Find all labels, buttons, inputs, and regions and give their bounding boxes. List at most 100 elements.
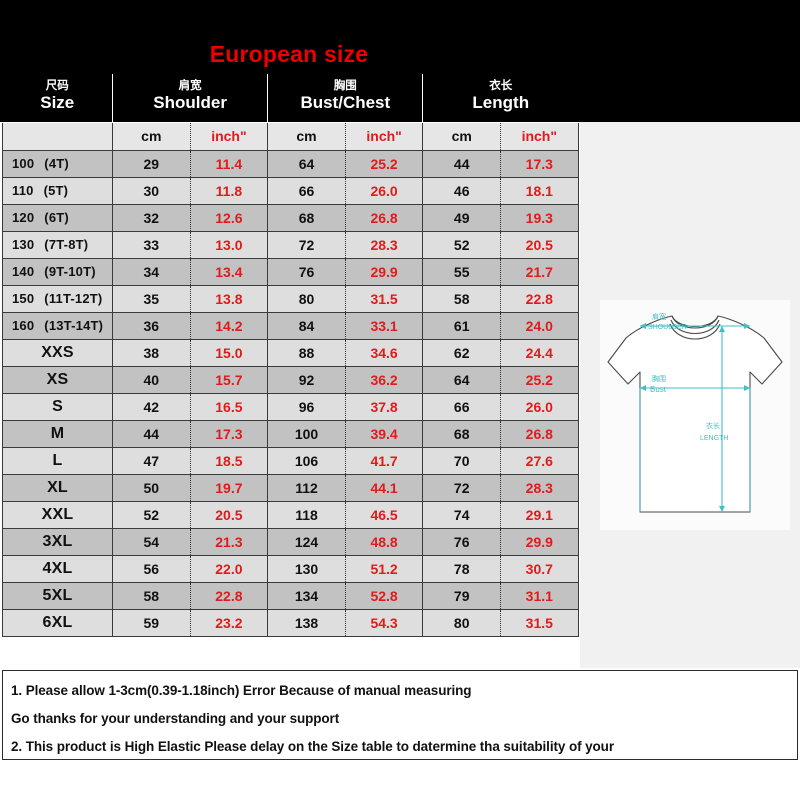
unit-bust-cm: cm bbox=[267, 121, 346, 151]
col-group-length-cn: 衣长 bbox=[489, 80, 513, 93]
cell-shoulder-cm: 33 bbox=[112, 230, 191, 259]
footer-notes: 1. Please allow 1-3cm(0.39-1.18inch) Err… bbox=[2, 670, 798, 760]
cell-shoulder-cm: 35 bbox=[112, 284, 191, 313]
cell-bust-cm: 64 bbox=[267, 149, 346, 178]
cell-shoulder-cm: 42 bbox=[112, 392, 191, 421]
col-group-bust: 胸围 Bust/Chest bbox=[267, 74, 423, 123]
cell-bust-cm: 72 bbox=[267, 230, 346, 259]
cell-length-inch: 26.0 bbox=[500, 392, 579, 421]
cell-bust-cm: 112 bbox=[267, 473, 346, 502]
col-group-size: 尺码 Size bbox=[2, 74, 113, 123]
size-age: (6T) bbox=[44, 210, 69, 225]
cell-length-cm: 78 bbox=[422, 554, 501, 583]
cell-bust-cm: 130 bbox=[267, 554, 346, 583]
cell-length-inch: 18.1 bbox=[500, 176, 579, 205]
col-group-shoulder: 肩宽 Shoulder bbox=[111, 74, 268, 123]
cell-bust-cm: 66 bbox=[267, 176, 346, 205]
cell-length-cm: 76 bbox=[422, 527, 501, 556]
cell-size: XS bbox=[2, 365, 113, 394]
table-row: 5XL 58 22.8 134 52.8 79 31.1 bbox=[2, 581, 579, 610]
cell-shoulder-inch: 22.8 bbox=[190, 581, 269, 610]
bust-label-cn: 胸围 bbox=[652, 374, 666, 383]
cell-bust-cm: 68 bbox=[267, 203, 346, 232]
col-group-size-cn: 尺码 bbox=[45, 80, 69, 93]
cell-shoulder-inch: 20.5 bbox=[190, 500, 269, 529]
cell-shoulder-inch: 18.5 bbox=[190, 446, 269, 475]
cell-bust-inch: 25.2 bbox=[345, 149, 424, 178]
cell-length-inch: 19.3 bbox=[500, 203, 579, 232]
table-row: 100 (4T) 29 11.4 64 25.2 44 17.3 bbox=[2, 149, 579, 178]
size-code: 100 bbox=[12, 156, 35, 171]
cell-size: XXS bbox=[2, 338, 113, 367]
size-age: (4T) bbox=[44, 156, 69, 171]
cell-length-cm: 72 bbox=[422, 473, 501, 502]
cell-bust-cm: 88 bbox=[267, 338, 346, 367]
cell-shoulder-cm: 54 bbox=[112, 527, 191, 556]
col-group-bust-cn: 胸围 bbox=[333, 80, 357, 93]
cell-shoulder-inch: 17.3 bbox=[190, 419, 269, 448]
cell-length-cm: 55 bbox=[422, 257, 501, 286]
cell-size: 6XL bbox=[2, 608, 113, 637]
cell-length-inch: 17.3 bbox=[500, 149, 579, 178]
cell-size: XL bbox=[2, 473, 113, 502]
cell-bust-cm: 96 bbox=[267, 392, 346, 421]
cell-length-inch: 31.5 bbox=[500, 608, 579, 637]
cell-size: 4XL bbox=[2, 554, 113, 583]
note-line-2: Go thanks for your understanding and you… bbox=[11, 711, 340, 726]
cell-length-cm: 64 bbox=[422, 365, 501, 394]
cell-shoulder-cm: 52 bbox=[112, 500, 191, 529]
table-row: XXL 52 20.5 118 46.5 74 29.1 bbox=[2, 500, 579, 529]
length-label-en: LENGTH bbox=[700, 435, 728, 442]
cell-shoulder-cm: 32 bbox=[112, 203, 191, 232]
cell-length-inch: 24.4 bbox=[500, 338, 579, 367]
cell-size: 130 (7T-8T) bbox=[2, 230, 113, 259]
cell-shoulder-cm: 40 bbox=[112, 365, 191, 394]
size-code: 150 bbox=[12, 291, 35, 306]
cell-size: S bbox=[2, 392, 113, 421]
cell-size: M bbox=[2, 419, 113, 448]
cell-bust-cm: 92 bbox=[267, 365, 346, 394]
unit-shoulder-cm: cm bbox=[112, 121, 191, 151]
cell-bust-cm: 84 bbox=[267, 311, 346, 340]
note-line-1: 1. Please allow 1-3cm(0.39-1.18inch) Err… bbox=[11, 683, 472, 698]
table-row: 6XL 59 23.2 138 54.3 80 31.5 bbox=[2, 608, 579, 637]
col-group-shoulder-cn: 肩宽 bbox=[178, 80, 202, 93]
cell-bust-cm: 100 bbox=[267, 419, 346, 448]
cell-length-inch: 27.6 bbox=[500, 446, 579, 475]
cell-size: 160 (13T-14T) bbox=[2, 311, 113, 340]
cell-shoulder-inch: 11.4 bbox=[190, 149, 269, 178]
cell-bust-cm: 80 bbox=[267, 284, 346, 313]
tshirt-diagram: 肩宽 SHOULDER 胸围 Bust 衣长 LENGTH bbox=[600, 300, 790, 530]
cell-length-cm: 66 bbox=[422, 392, 501, 421]
cell-length-inch: 29.1 bbox=[500, 500, 579, 529]
table-row: XL 50 19.7 112 44.1 72 28.3 bbox=[2, 473, 579, 502]
cell-bust-inch: 41.7 bbox=[345, 446, 424, 475]
cell-length-cm: 46 bbox=[422, 176, 501, 205]
cell-shoulder-cm: 59 bbox=[112, 608, 191, 637]
cell-length-inch: 26.8 bbox=[500, 419, 579, 448]
cell-shoulder-inch: 13.0 bbox=[190, 230, 269, 259]
cell-size: 140 (9T-10T) bbox=[2, 257, 113, 286]
cell-length-cm: 79 bbox=[422, 581, 501, 610]
table-row: 130 (7T-8T) 33 13.0 72 28.3 52 20.5 bbox=[2, 230, 579, 259]
unit-blank bbox=[2, 121, 113, 151]
cell-size: XXL bbox=[2, 500, 113, 529]
shoulder-label-en: SHOULDER bbox=[648, 324, 687, 331]
table-row: 140 (9T-10T) 34 13.4 76 29.9 55 21.7 bbox=[2, 257, 579, 286]
size-code: 160 bbox=[12, 318, 35, 333]
cell-length-inch: 29.9 bbox=[500, 527, 579, 556]
cell-size: 110 (5T) bbox=[2, 176, 113, 205]
cell-shoulder-cm: 38 bbox=[112, 338, 191, 367]
size-age: (13T-14T) bbox=[44, 318, 104, 333]
unit-length-inch: inch" bbox=[500, 121, 579, 151]
table-body: 100 (4T) 29 11.4 64 25.2 44 17.3 110 (5T) 30 11.8 66… bbox=[2, 149, 579, 637]
cell-length-cm: 58 bbox=[422, 284, 501, 313]
cell-bust-cm: 138 bbox=[267, 608, 346, 637]
cell-length-inch: 20.5 bbox=[500, 230, 579, 259]
cell-length-cm: 70 bbox=[422, 446, 501, 475]
col-group-length-en: Length bbox=[472, 93, 530, 113]
cell-shoulder-cm: 56 bbox=[112, 554, 191, 583]
cell-shoulder-inch: 12.6 bbox=[190, 203, 269, 232]
table-row: 110 (5T) 30 11.8 66 26.0 46 18.1 bbox=[2, 176, 579, 205]
size-age: (7T-8T) bbox=[44, 237, 89, 252]
